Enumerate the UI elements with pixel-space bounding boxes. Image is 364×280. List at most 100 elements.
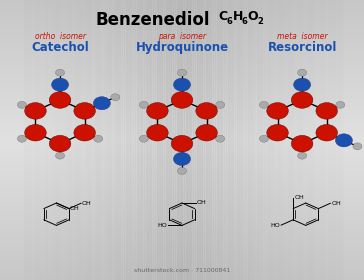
Bar	[0, 82, 364, 84]
Bar	[0, 255, 364, 256]
Text: Hydroquinone: Hydroquinone	[135, 41, 229, 53]
Bar	[311, 0, 313, 280]
Bar	[0, 18, 364, 20]
Bar	[25, 0, 28, 280]
Bar	[231, 0, 233, 280]
Circle shape	[298, 69, 306, 76]
Bar	[0, 33, 364, 35]
Bar	[0, 210, 364, 211]
Bar	[0, 88, 364, 90]
Bar	[0, 218, 364, 220]
Bar	[0, 140, 364, 141]
Bar	[0, 74, 364, 76]
Bar	[0, 84, 364, 85]
Bar	[0, 276, 364, 277]
Circle shape	[291, 92, 313, 108]
Bar	[0, 138, 364, 140]
Bar	[22, 0, 24, 280]
Bar	[0, 116, 364, 118]
Bar	[0, 206, 364, 207]
Bar	[4, 0, 6, 280]
Bar	[320, 0, 323, 280]
Bar	[0, 141, 364, 143]
Bar	[0, 245, 364, 246]
Bar	[0, 64, 364, 66]
Bar	[0, 81, 364, 83]
Text: Benzenediol: Benzenediol	[96, 11, 210, 29]
Bar	[0, 217, 364, 218]
Text: OH: OH	[294, 195, 304, 200]
Bar	[329, 0, 332, 280]
Bar	[169, 0, 171, 280]
Bar	[235, 0, 237, 280]
Circle shape	[267, 124, 288, 141]
Bar	[0, 5, 364, 7]
Bar	[322, 0, 324, 280]
Bar	[0, 143, 364, 144]
Circle shape	[93, 97, 110, 110]
Bar	[29, 0, 31, 280]
Bar	[113, 0, 115, 280]
Bar	[0, 260, 364, 262]
Circle shape	[17, 101, 27, 108]
Circle shape	[316, 124, 337, 141]
Bar	[266, 0, 268, 280]
Bar	[0, 54, 364, 56]
Bar	[204, 0, 206, 280]
Bar	[2, 0, 4, 280]
Bar	[0, 124, 364, 126]
Bar	[0, 185, 364, 186]
Bar	[0, 75, 364, 77]
Bar	[302, 0, 304, 280]
Bar	[326, 0, 328, 280]
Bar	[191, 0, 193, 280]
Circle shape	[178, 167, 186, 174]
Bar	[339, 0, 341, 280]
Bar	[255, 0, 257, 280]
Text: 6: 6	[226, 17, 232, 26]
Bar	[0, 239, 364, 241]
Bar	[291, 0, 293, 280]
Circle shape	[215, 135, 225, 142]
Bar	[0, 271, 364, 273]
Bar	[351, 0, 353, 280]
Bar	[209, 0, 211, 280]
Bar	[89, 0, 91, 280]
Bar	[109, 0, 111, 280]
Bar	[0, 248, 364, 249]
Bar	[0, 201, 364, 203]
Bar	[0, 59, 364, 60]
Bar	[0, 10, 364, 11]
Bar	[224, 0, 226, 280]
Bar	[124, 0, 126, 280]
Bar	[0, 131, 364, 133]
Bar	[56, 0, 59, 280]
Bar	[0, 3, 364, 4]
Bar	[344, 0, 346, 280]
Bar	[0, 152, 364, 154]
Bar	[73, 0, 75, 280]
Circle shape	[52, 78, 68, 91]
Bar	[46, 0, 48, 280]
Bar	[0, 24, 364, 25]
Bar	[362, 0, 364, 280]
Bar	[136, 0, 139, 280]
Bar	[215, 0, 217, 280]
Bar	[0, 203, 364, 204]
Bar	[0, 53, 364, 55]
Bar	[0, 168, 364, 169]
Bar	[355, 0, 357, 280]
Bar	[84, 0, 86, 280]
Circle shape	[260, 135, 269, 142]
Bar	[0, 176, 364, 178]
Bar	[118, 0, 120, 280]
Bar	[0, 214, 364, 216]
Circle shape	[25, 124, 46, 141]
Bar	[0, 14, 364, 15]
Bar	[0, 257, 364, 259]
Circle shape	[196, 124, 217, 141]
Bar	[0, 199, 364, 200]
Bar	[187, 0, 190, 280]
Bar	[0, 117, 364, 119]
Bar	[217, 0, 219, 280]
